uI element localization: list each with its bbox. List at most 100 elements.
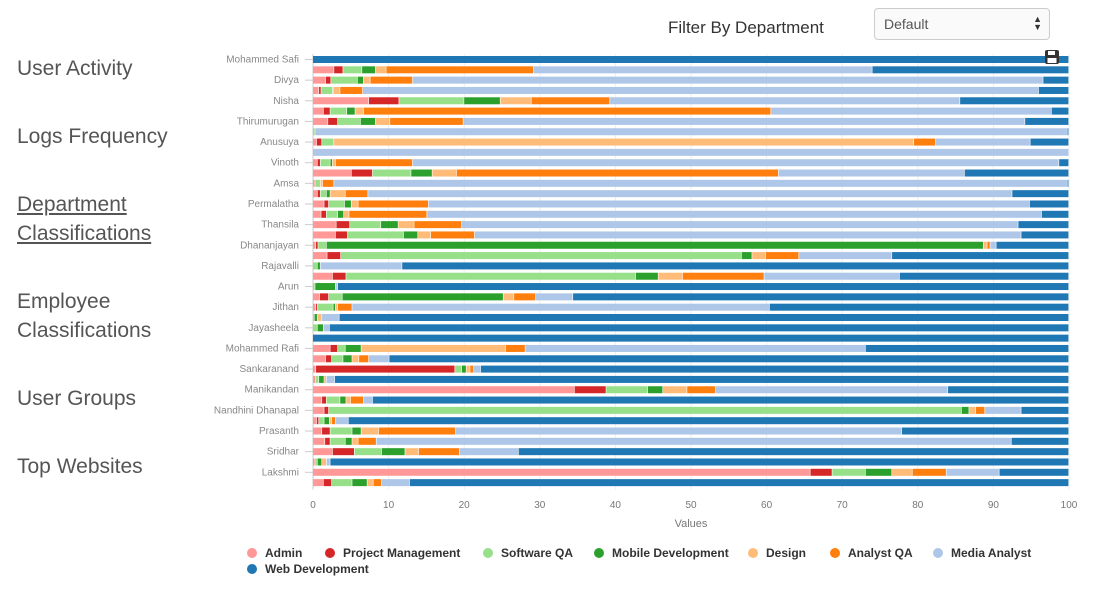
bar-segment[interactable] [313, 252, 327, 260]
bar-segment[interactable] [313, 437, 325, 445]
bar-segment[interactable] [358, 437, 376, 445]
bar-segment[interactable] [313, 324, 317, 332]
bar-segment[interactable] [359, 355, 369, 363]
bar-segment[interactable] [328, 200, 345, 208]
bar-segment[interactable] [430, 231, 475, 239]
bar-segment[interactable] [368, 97, 399, 105]
bar-segment[interactable] [367, 479, 373, 487]
bar-segment[interactable] [398, 221, 414, 229]
menu-item-logs-frequency[interactable]: Logs Frequency [17, 125, 168, 148]
bar-segment[interactable] [503, 293, 514, 301]
menu-item-department-classifications[interactable]: Department Classifications [17, 193, 152, 245]
bar-segment[interactable] [355, 107, 364, 115]
bar-segment[interactable] [313, 117, 328, 125]
bar-segment[interactable] [323, 107, 330, 115]
bar-segment[interactable] [961, 406, 969, 414]
bar-segment[interactable] [461, 221, 1018, 229]
bar-segment[interactable] [320, 179, 323, 187]
bar-segment[interactable] [313, 406, 324, 414]
bar-segment[interactable] [500, 97, 531, 105]
bar-segment[interactable] [313, 231, 336, 239]
bar-segment[interactable] [432, 169, 457, 177]
bar-segment[interactable] [347, 231, 404, 239]
bar-segment[interactable] [323, 324, 330, 332]
bar-segment[interactable] [865, 344, 1069, 352]
bar-segment[interactable] [357, 76, 364, 84]
bar-segment[interactable] [764, 272, 900, 280]
bar-segment[interactable] [313, 427, 322, 435]
bar-segment[interactable] [324, 417, 330, 425]
bar-segment[interactable] [337, 117, 361, 125]
bar-segment[interactable] [337, 344, 345, 352]
bar-segment[interactable] [771, 107, 1052, 115]
bar-segment[interactable] [474, 231, 1021, 239]
bar-segment[interactable] [316, 241, 318, 249]
bar-segment[interactable] [340, 396, 346, 404]
bar-segment[interactable] [370, 76, 413, 84]
legend-item[interactable]: Web Development [247, 562, 369, 576]
bar-segment[interactable] [334, 375, 1069, 383]
bar-segment[interactable] [313, 283, 315, 291]
bar-segment[interactable] [375, 66, 386, 74]
bar-segment[interactable] [412, 76, 1043, 84]
bar-segment[interactable] [386, 66, 534, 74]
bar-segment[interactable] [687, 386, 716, 394]
bar-segment[interactable] [313, 365, 316, 373]
bar-segment[interactable] [960, 97, 1069, 105]
bar-segment[interactable] [321, 210, 327, 218]
bar-segment[interactable] [810, 468, 832, 476]
bar-segment[interactable] [658, 272, 683, 280]
bar-segment[interactable] [1067, 128, 1069, 136]
bar-segment[interactable] [328, 406, 962, 414]
bar-segment[interactable] [328, 293, 342, 301]
bar-segment[interactable] [330, 107, 347, 115]
bar-segment[interactable] [339, 314, 1069, 321]
bar-segment[interactable] [313, 448, 333, 456]
bar-segment[interactable] [313, 97, 369, 105]
bar-segment[interactable] [914, 138, 936, 146]
bar-segment[interactable] [331, 355, 343, 363]
bar-segment[interactable] [313, 107, 323, 115]
bar-segment[interactable] [525, 344, 866, 352]
bar-segment[interactable] [324, 200, 329, 208]
bar-segment[interactable] [313, 66, 334, 74]
bar-segment[interactable] [381, 479, 410, 487]
bar-segment[interactable] [313, 334, 1069, 342]
bar-segment[interactable] [769, 303, 1069, 311]
bar-segment[interactable] [332, 159, 336, 167]
bar-segment[interactable] [990, 241, 996, 249]
bar-segment[interactable] [948, 386, 1069, 394]
bar-segment[interactable] [317, 458, 322, 466]
bar-segment[interactable] [335, 231, 348, 239]
bar-segment[interactable] [405, 448, 419, 456]
bar-segment[interactable] [334, 138, 914, 146]
bar-segment[interactable] [1018, 221, 1069, 229]
bar-segment[interactable] [326, 375, 335, 383]
bar-segment[interactable] [361, 344, 506, 352]
bar-segment[interactable] [1025, 117, 1069, 125]
bar-segment[interactable] [336, 221, 350, 229]
legend-item[interactable]: Mobile Development [594, 546, 729, 560]
menu-item-top-websites[interactable]: Top Websites [17, 455, 143, 478]
bar-segment[interactable] [313, 417, 317, 425]
bar-segment[interactable] [1030, 138, 1069, 146]
bar-segment[interactable] [319, 375, 324, 383]
bar-segment[interactable] [317, 303, 333, 311]
bar-segment[interactable] [531, 97, 610, 105]
bar-segment[interactable] [326, 190, 330, 198]
bar-segment[interactable] [313, 128, 315, 136]
bar-segment[interactable] [899, 272, 1069, 280]
bar-segment[interactable] [368, 355, 389, 363]
bar-segment[interactable] [330, 437, 345, 445]
bar-segment[interactable] [335, 303, 338, 311]
bar-segment[interactable] [326, 241, 983, 249]
bar-segment[interactable] [352, 437, 358, 445]
bar-segment[interactable] [455, 365, 462, 373]
bar-segment[interactable] [352, 427, 361, 435]
bar-segment[interactable] [345, 437, 352, 445]
bar-segment[interactable] [316, 417, 319, 425]
legend-item[interactable]: Project Management [325, 546, 460, 560]
bar-segment[interactable] [1012, 190, 1069, 198]
bar-segment[interactable] [326, 458, 330, 466]
bar-segment[interactable] [375, 117, 390, 125]
